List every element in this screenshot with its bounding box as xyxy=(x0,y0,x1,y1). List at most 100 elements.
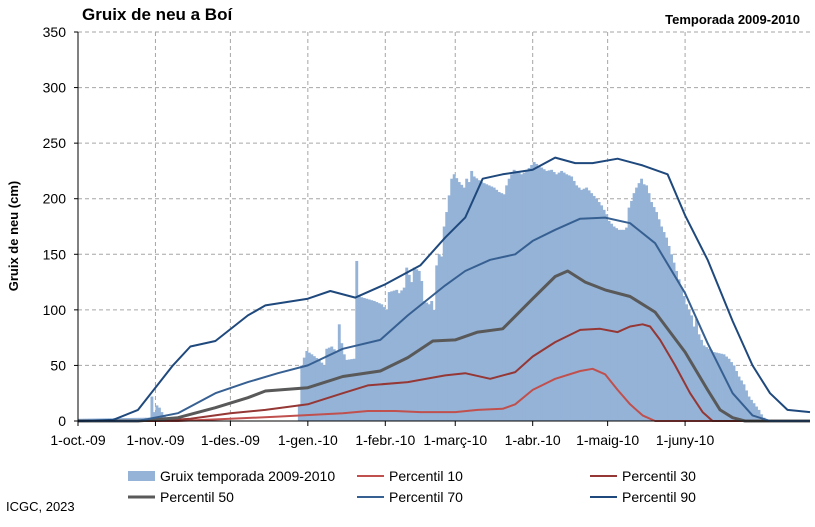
y-tick-label: 100 xyxy=(43,302,67,318)
snow-bar xyxy=(150,396,154,421)
snow-bar xyxy=(692,326,696,421)
snow-bar xyxy=(355,260,359,421)
legend: Gruix temporada 2009-2010 Percentil 10 Per… xyxy=(128,468,696,505)
snow-bar xyxy=(462,187,466,421)
snow-bar xyxy=(467,182,471,421)
legend-label: Percentil 50 xyxy=(160,489,234,505)
snow-bar xyxy=(425,302,429,421)
snow-bar xyxy=(612,226,616,421)
snow-bar xyxy=(330,346,334,421)
snow-bar xyxy=(717,353,721,421)
x-tick-label: 1-març-10 xyxy=(423,432,487,448)
snow-bar xyxy=(407,274,411,421)
percentil-90-line xyxy=(77,156,811,422)
snow-bar xyxy=(340,343,344,421)
snow-bar xyxy=(652,207,656,421)
snow-bar xyxy=(322,365,326,421)
snow-bar xyxy=(345,359,349,421)
snow-bar xyxy=(300,365,304,421)
snow-bar xyxy=(325,348,329,421)
snow-bar xyxy=(615,228,619,421)
snow-bar xyxy=(607,220,611,421)
snow-bar xyxy=(495,189,499,421)
snow-bar xyxy=(645,185,649,421)
snow-bar xyxy=(522,172,526,421)
snow-bar xyxy=(135,417,139,421)
snow-bar xyxy=(712,352,716,421)
snow-bar xyxy=(460,184,464,421)
snow-bar xyxy=(635,187,639,421)
footer-credit: ICGC, 2023 xyxy=(6,499,75,514)
snow-bar xyxy=(507,178,511,421)
percentil-30-line xyxy=(78,323,810,422)
y-axis-label: Gruix de neu (cm) xyxy=(6,181,21,292)
snow-bar xyxy=(410,282,414,421)
snow-bar xyxy=(312,356,316,421)
snow-bar xyxy=(502,194,506,421)
snow-bar xyxy=(690,315,693,421)
snow-bar xyxy=(157,407,161,421)
snow-bar xyxy=(370,300,374,421)
snow-bar xyxy=(430,300,434,421)
legend-label: Percentil 30 xyxy=(622,468,696,484)
snow-bar xyxy=(465,178,469,421)
axes xyxy=(74,31,810,426)
snow-bar xyxy=(555,174,559,421)
snow-bar xyxy=(660,226,664,421)
x-tick-label: 1-nov.-09 xyxy=(126,432,184,448)
snow-bar xyxy=(335,352,339,421)
snow-bar xyxy=(405,267,409,421)
legend-label: Gruix temporada 2009-2010 xyxy=(160,468,335,484)
snow-bar xyxy=(437,254,441,421)
snow-bar xyxy=(480,182,484,421)
snow-bar xyxy=(745,390,748,421)
y-tick-label: 50 xyxy=(50,357,66,373)
snow-bar xyxy=(620,229,624,421)
snow-bar xyxy=(725,356,728,421)
y-tick-labels: 0 50 100 150 200 250 300 350 xyxy=(43,24,67,429)
snow-bar xyxy=(710,350,713,421)
snow-bar xyxy=(530,165,534,421)
snow-bar xyxy=(672,262,676,421)
snow-bar xyxy=(657,219,661,421)
snow-bar xyxy=(342,354,346,421)
snow-bar xyxy=(675,270,678,421)
snow-bar xyxy=(572,180,576,421)
snow-bar xyxy=(622,229,626,421)
y-tick-label: 250 xyxy=(43,135,67,151)
chart-title: Gruix de neu a Boí xyxy=(82,5,233,24)
snow-bar xyxy=(402,287,406,421)
snow-bar xyxy=(475,178,479,421)
y-tick-label: 200 xyxy=(43,191,67,207)
snow-bar xyxy=(470,170,474,421)
snow-bar xyxy=(367,299,371,421)
snow-bar xyxy=(417,270,421,421)
snow-bar xyxy=(400,290,404,421)
snow-bar xyxy=(440,256,444,421)
snow-bar xyxy=(590,193,594,421)
snow-bar xyxy=(420,280,424,421)
snow-bar xyxy=(577,187,581,421)
snow-bar xyxy=(447,195,451,421)
snow-bar xyxy=(505,185,509,421)
snow-bar xyxy=(592,195,596,421)
x-tick-label: 1-gen.-10 xyxy=(278,432,338,448)
snow-bar xyxy=(670,254,673,421)
snow-bar xyxy=(610,223,614,421)
snow-bar xyxy=(525,170,529,421)
snow-bar xyxy=(327,347,331,421)
snow-bar xyxy=(362,298,366,421)
snow-bar xyxy=(547,170,551,421)
snow-bar xyxy=(337,324,341,421)
snow-bar xyxy=(625,227,629,421)
snow-bar xyxy=(390,291,394,421)
snow-bar xyxy=(667,245,671,421)
snow-bar xyxy=(320,362,324,421)
snow-bar xyxy=(727,358,731,421)
snow-bar xyxy=(490,186,494,421)
snow-bar xyxy=(415,269,419,421)
snow-bar xyxy=(532,162,536,421)
snow-bar xyxy=(642,184,646,421)
snow-bar xyxy=(542,169,546,421)
